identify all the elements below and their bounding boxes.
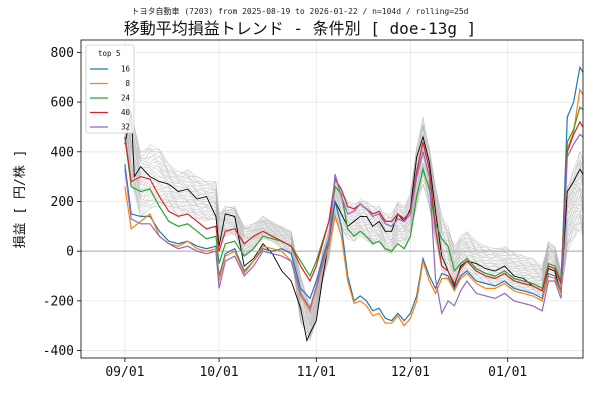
background-series-line bbox=[124, 124, 584, 327]
series-line-32 bbox=[124, 133, 584, 316]
y-axis-label: 損益 [ 円/株 ] bbox=[13, 150, 28, 249]
series-lines bbox=[124, 65, 584, 327]
legend: top 516 8 24 40 32 bbox=[85, 44, 135, 134]
background-series-line bbox=[124, 86, 584, 314]
y-tick-label: -200 bbox=[43, 294, 74, 309]
legend-title: top 5 bbox=[98, 49, 121, 58]
x-axis: 09/01 10/01 11/01 12/01 01/01 bbox=[105, 358, 527, 380]
background-series-line bbox=[124, 79, 584, 311]
series-line-16 bbox=[124, 65, 584, 322]
y-tick-label: 800 bbox=[51, 46, 74, 61]
x-tick-label: 10/01 bbox=[199, 365, 238, 380]
legend-label-16: 16 bbox=[121, 65, 131, 74]
background-series-line bbox=[124, 119, 584, 334]
x-tick-label: 12/01 bbox=[391, 365, 430, 380]
chart-suptitle: トヨタ自動車 (7203) from 2025-08-19 to 2026-01… bbox=[131, 7, 469, 16]
y-tick-label: 600 bbox=[51, 96, 74, 111]
chart-title: 移動平均損益トレンド - 条件別 [ doe-13g ] bbox=[123, 19, 477, 38]
background-series-line bbox=[124, 108, 584, 325]
background-series-line bbox=[124, 123, 584, 338]
legend-label-32: 32 bbox=[121, 123, 130, 132]
y-tick-label: 0 bbox=[66, 245, 74, 260]
legend-label-24: 24 bbox=[121, 94, 131, 103]
y-tick-label: 400 bbox=[51, 145, 74, 160]
x-tick-label: 11/01 bbox=[297, 365, 336, 380]
plot-frame bbox=[80, 39, 584, 359]
series-line-40 bbox=[124, 120, 584, 292]
legend-box bbox=[85, 44, 135, 134]
y-axis: -400 -200 0 200 400 600 800 bbox=[43, 46, 81, 359]
background-series-line bbox=[124, 110, 584, 331]
background-series-line bbox=[124, 117, 584, 333]
background-series-line bbox=[124, 138, 584, 337]
series-line-24 bbox=[124, 106, 584, 290]
background-series-line bbox=[124, 129, 584, 336]
y-tick-label: -400 bbox=[43, 344, 74, 359]
y-tick-label: 200 bbox=[51, 195, 74, 210]
legend-label-8: 8 bbox=[125, 79, 130, 88]
x-tick-label: 09/01 bbox=[105, 365, 144, 380]
legend-label-40: 40 bbox=[121, 108, 131, 117]
background-series-line bbox=[124, 88, 584, 307]
black-median-line bbox=[124, 111, 584, 343]
x-tick-label: 01/01 bbox=[488, 365, 527, 380]
background-series-line bbox=[124, 111, 584, 319]
background-series-line bbox=[124, 79, 584, 308]
